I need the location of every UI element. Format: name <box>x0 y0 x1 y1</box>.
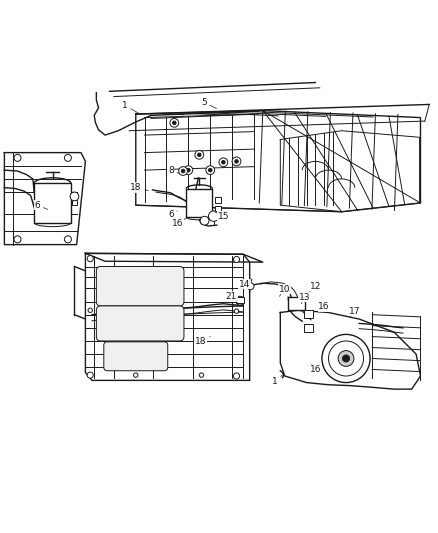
Bar <box>215 197 221 203</box>
Bar <box>304 310 313 318</box>
Text: 16: 16 <box>310 364 321 374</box>
Text: 6: 6 <box>168 211 177 219</box>
Bar <box>72 200 77 205</box>
Text: 12: 12 <box>309 282 321 293</box>
Text: 18: 18 <box>130 183 148 192</box>
Text: 16: 16 <box>172 219 186 228</box>
Bar <box>215 206 221 212</box>
Circle shape <box>233 256 240 263</box>
Text: 1: 1 <box>272 375 283 386</box>
Circle shape <box>64 155 71 161</box>
Text: 18: 18 <box>195 336 210 346</box>
Circle shape <box>200 216 209 225</box>
Bar <box>236 297 244 303</box>
Circle shape <box>235 159 238 163</box>
Circle shape <box>14 236 21 243</box>
Circle shape <box>219 158 228 167</box>
Circle shape <box>88 308 92 312</box>
Bar <box>34 183 71 223</box>
Text: 1: 1 <box>122 101 140 114</box>
FancyBboxPatch shape <box>104 342 168 371</box>
Circle shape <box>208 168 212 172</box>
Circle shape <box>181 169 185 173</box>
Text: 5: 5 <box>201 98 216 109</box>
Circle shape <box>170 118 179 127</box>
FancyBboxPatch shape <box>96 266 184 306</box>
Text: 15: 15 <box>215 212 229 221</box>
Circle shape <box>236 296 244 305</box>
Bar <box>186 189 212 217</box>
Text: 17: 17 <box>349 306 360 317</box>
Circle shape <box>206 166 215 174</box>
Text: 8: 8 <box>168 166 179 175</box>
Circle shape <box>70 192 79 201</box>
Circle shape <box>173 121 176 125</box>
Text: 13: 13 <box>299 293 310 304</box>
Circle shape <box>64 236 71 243</box>
Circle shape <box>87 255 93 262</box>
Circle shape <box>343 355 350 362</box>
Text: 16: 16 <box>318 302 330 312</box>
Circle shape <box>232 157 241 166</box>
Bar <box>304 324 313 332</box>
Circle shape <box>234 309 239 313</box>
Circle shape <box>208 211 219 221</box>
Circle shape <box>247 282 254 290</box>
Circle shape <box>328 341 364 376</box>
Circle shape <box>198 153 201 157</box>
Circle shape <box>184 166 193 174</box>
Text: 14: 14 <box>239 279 251 292</box>
Circle shape <box>134 373 138 377</box>
Text: 21: 21 <box>226 292 237 302</box>
Text: 6: 6 <box>34 201 48 209</box>
Circle shape <box>322 334 370 383</box>
Circle shape <box>87 372 93 378</box>
Bar <box>288 297 305 310</box>
Circle shape <box>199 373 204 377</box>
Circle shape <box>195 150 204 159</box>
Circle shape <box>233 373 240 379</box>
Circle shape <box>222 160 225 164</box>
Circle shape <box>179 167 187 175</box>
FancyBboxPatch shape <box>96 306 184 341</box>
Text: 10: 10 <box>279 285 290 296</box>
Circle shape <box>338 351 354 366</box>
Circle shape <box>14 155 21 161</box>
Circle shape <box>187 168 190 172</box>
